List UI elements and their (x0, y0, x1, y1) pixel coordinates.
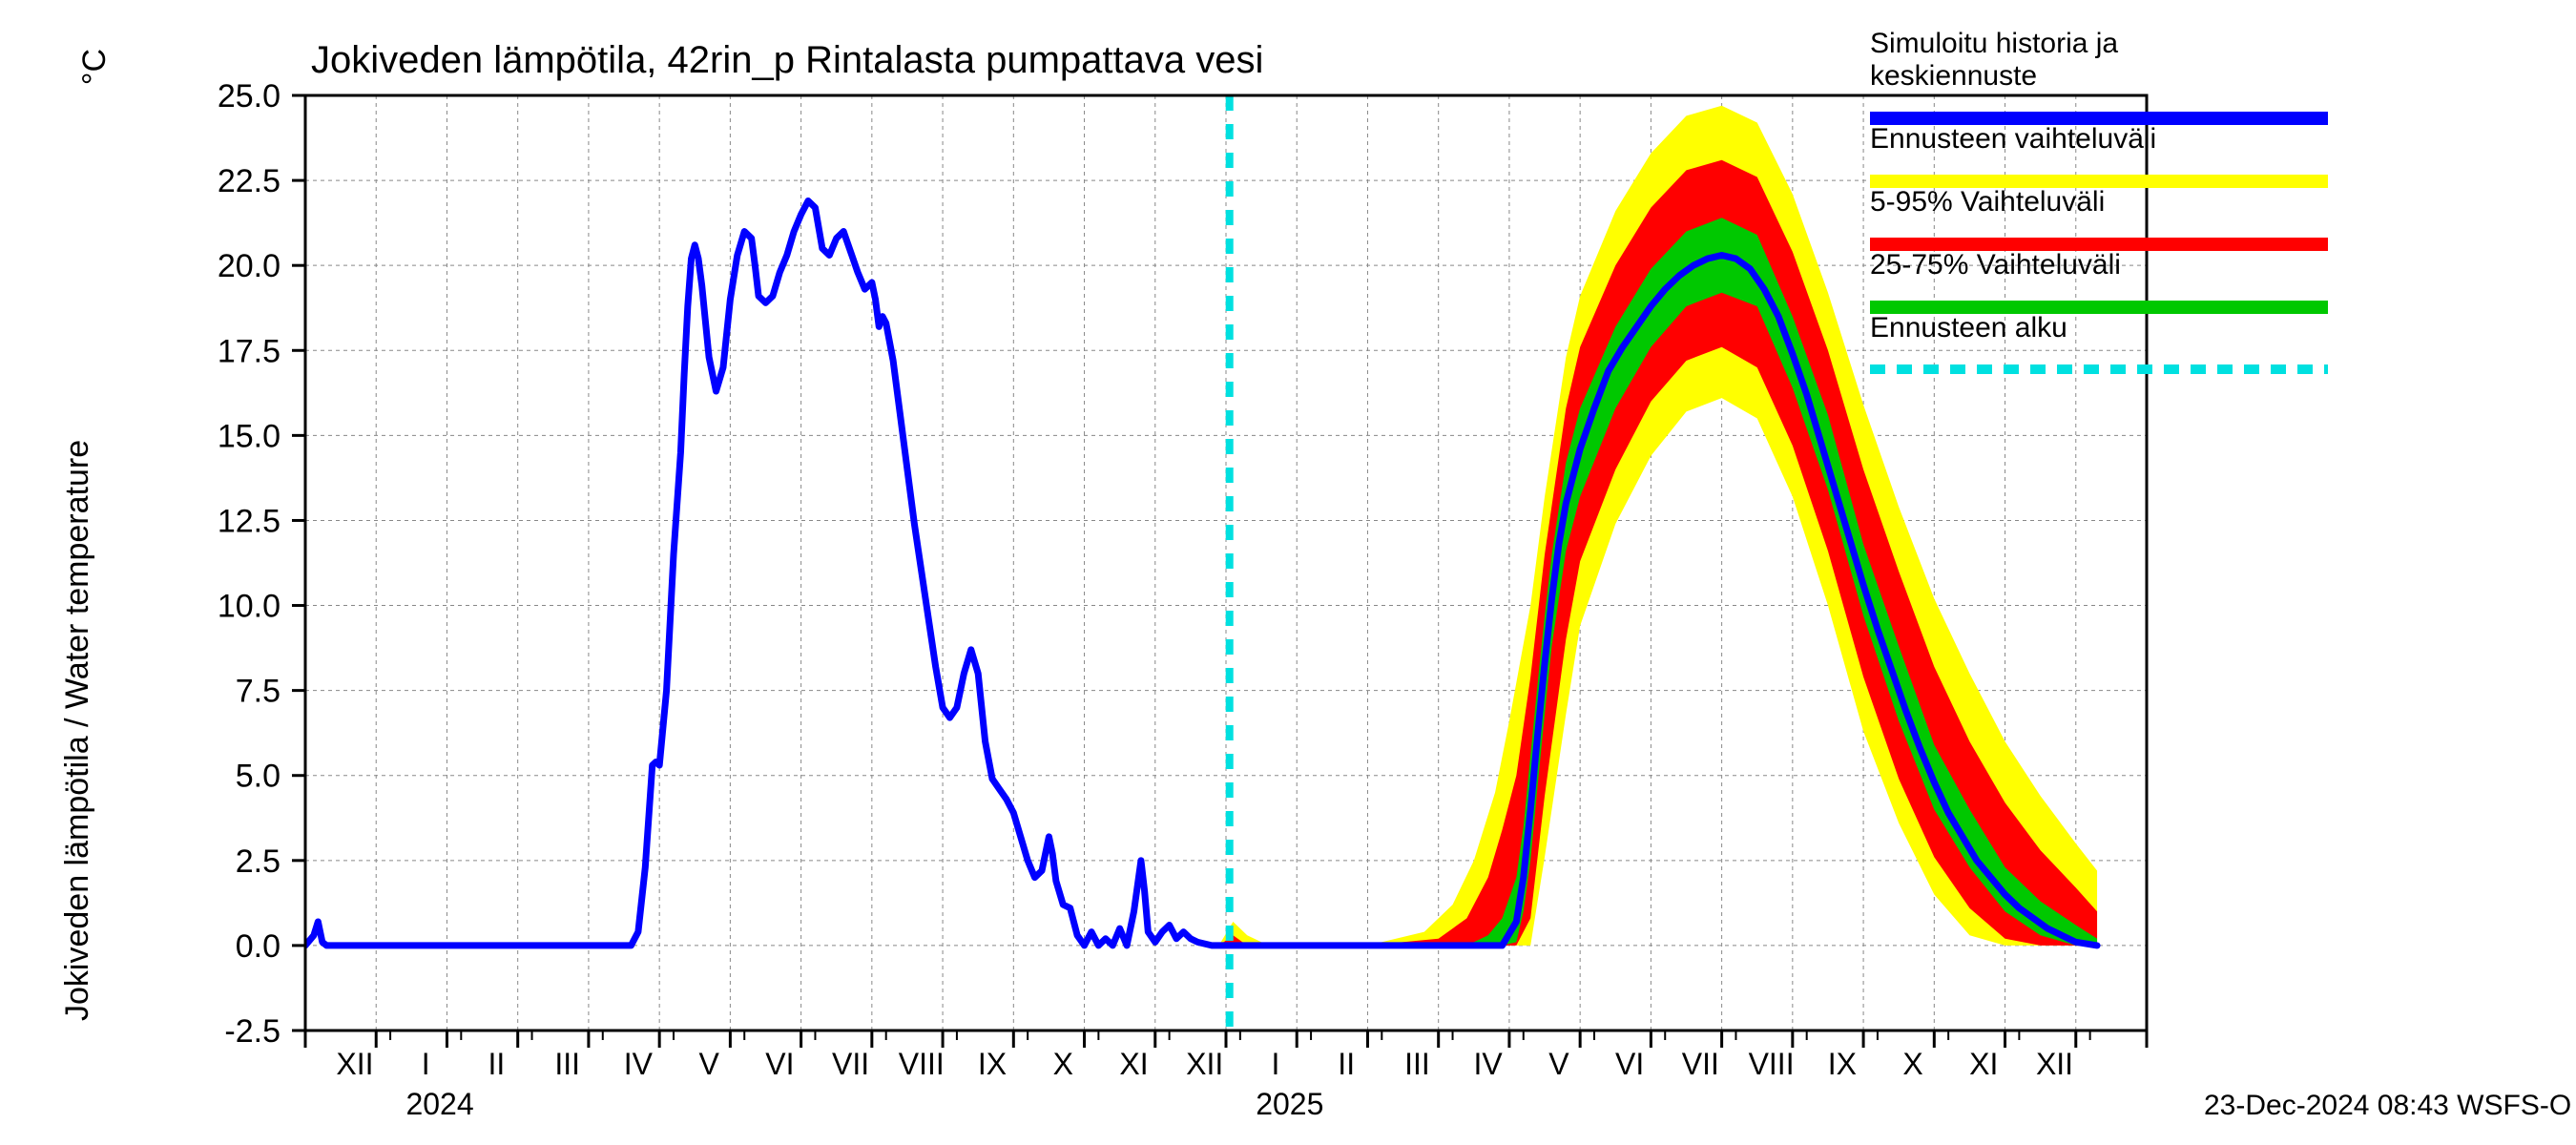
legend-label: keskiennuste (1870, 60, 2037, 92)
x-tick-label: VI (1615, 1047, 1644, 1081)
chart-bg (0, 0, 2576, 1145)
y-tick-label: 7.5 (236, 674, 280, 710)
x-year-label: 2024 (405, 1087, 473, 1121)
x-tick-label: V (698, 1047, 719, 1081)
x-tick-label: II (488, 1047, 506, 1081)
x-tick-label: VIII (899, 1047, 945, 1081)
x-tick-label: VII (832, 1047, 869, 1081)
legend-label: Ennusteen vaihteluväli (1870, 123, 2156, 155)
legend-label: 5-95% Vaihteluväli (1870, 186, 2105, 218)
x-tick-label: IV (624, 1047, 654, 1081)
y-tick-label: 25.0 (218, 78, 280, 114)
x-tick-label: III (1404, 1047, 1430, 1081)
chart-title: Jokiveden lämpötila, 42rin_p Rintalasta … (311, 39, 1263, 81)
x-tick-label: V (1548, 1047, 1569, 1081)
legend-label: 25-75% Vaihteluväli (1870, 249, 2121, 281)
y-tick-label: 2.5 (236, 843, 280, 880)
legend-label: Simuloitu historia ja (1870, 28, 2118, 59)
x-tick-label: I (1272, 1047, 1280, 1081)
y-tick-label: 17.5 (218, 333, 280, 369)
y-axis-label: Jokiveden lämpötila / Water temperature (59, 440, 95, 1021)
x-tick-label: III (554, 1047, 580, 1081)
y-tick-label: 0.0 (236, 928, 280, 965)
y-tick-label: 5.0 (236, 759, 280, 795)
x-tick-label: IX (1828, 1047, 1857, 1081)
x-tick-label: XI (1119, 1047, 1148, 1081)
legend-label: Ennusteen alku (1870, 312, 2067, 344)
y-tick-label: 22.5 (218, 163, 280, 199)
y-tick-label: 12.5 (218, 503, 280, 539)
y-tick-label: 10.0 (218, 589, 280, 625)
y-tick-label: 15.0 (218, 418, 280, 454)
x-tick-label: X (1053, 1047, 1073, 1081)
x-tick-label: XII (1186, 1047, 1223, 1081)
x-tick-label: IX (978, 1047, 1007, 1081)
x-tick-label: VIII (1749, 1047, 1795, 1081)
x-tick-label: XII (336, 1047, 373, 1081)
y-unit-label: °C (76, 49, 113, 85)
chart-footer: 23-Dec-2024 08:43 WSFS-O (2204, 1090, 2571, 1121)
x-tick-label: XII (2036, 1047, 2073, 1081)
x-tick-label: VII (1682, 1047, 1719, 1081)
x-tick-label: X (1902, 1047, 1922, 1081)
x-tick-label: II (1338, 1047, 1355, 1081)
x-tick-label: XI (1969, 1047, 1998, 1081)
chart-svg: -2.5 0.0 2.5 5.0 7.5 10.0 12.5 15.0 17.5 20.0 22.5… (0, 0, 2576, 1145)
y-tick-label: -2.5 (224, 1013, 280, 1050)
x-year-label: 2025 (1256, 1087, 1323, 1121)
chart-root: -2.5 0.0 2.5 5.0 7.5 10.0 12.5 15.0 17.5 20.0 22.5… (0, 0, 2576, 1145)
y-tick-label: 20.0 (218, 248, 280, 284)
x-tick-label: VI (765, 1047, 794, 1081)
x-tick-label: IV (1474, 1047, 1504, 1081)
x-tick-label: I (422, 1047, 430, 1081)
